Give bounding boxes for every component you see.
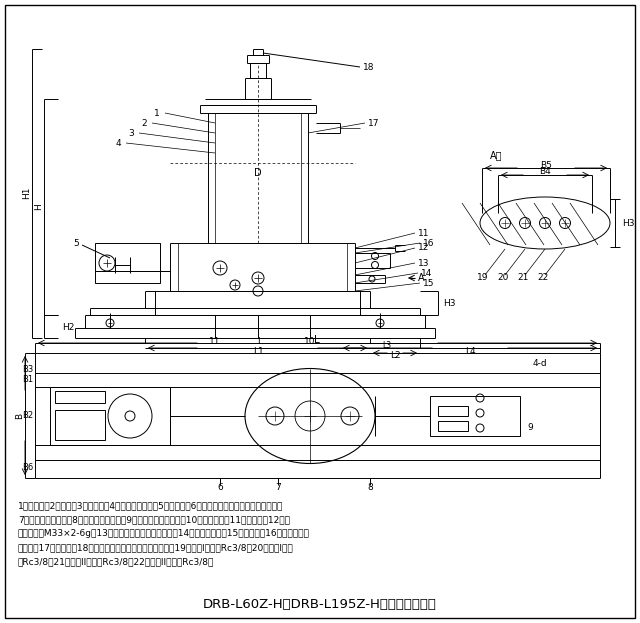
Text: 7、贯油器低位开关；8、贯油器高位开关；9、电磁换向限位开关；10、放油螺塕；11、油位计；12、润: 7、贯油器低位开关；8、贯油器高位开关；9、电磁换向限位开关；10、放油螺塕；1…	[18, 515, 290, 524]
Text: H2: H2	[62, 323, 74, 331]
Text: L3: L3	[383, 341, 392, 350]
Bar	[430, 396, 520, 436]
Text: L1: L1	[253, 346, 264, 356]
Text: H3: H3	[622, 219, 634, 227]
Text: 10: 10	[304, 336, 316, 346]
Text: 5: 5	[73, 239, 79, 247]
Text: 15: 15	[423, 278, 435, 287]
Text: 3: 3	[128, 128, 134, 138]
Text: 16: 16	[423, 239, 435, 247]
Text: B2: B2	[22, 412, 33, 421]
Text: B6: B6	[22, 462, 33, 472]
Text: 12: 12	[418, 244, 429, 252]
Text: 4-d: 4-d	[532, 358, 547, 368]
Bar	[95, 243, 160, 283]
Text: 1、贯油器；2、泵体；3、排气塞；4、润滑油注入口；5、接线盒；6、排气阀（贯油器活塞下部空气）；: 1、贯油器；2、泵体；3、排气塞；4、润滑油注入口；5、接线盒；6、排气阀（贯油…	[18, 501, 284, 510]
Text: 18: 18	[363, 64, 374, 72]
Bar	[438, 406, 468, 416]
Text: 9: 9	[527, 424, 533, 432]
Text: 1: 1	[154, 108, 160, 118]
Text: 4: 4	[115, 138, 121, 148]
Text: H3: H3	[443, 298, 456, 308]
Text: B5: B5	[540, 161, 552, 169]
Text: 13: 13	[418, 259, 429, 267]
Text: 口Rc3/8；21、管路II回油口Rc3/8；22、管路II出油口Rc3/8。: 口Rc3/8；21、管路II回油口Rc3/8；22、管路II出油口Rc3/8。	[18, 557, 214, 566]
Text: L4: L4	[465, 346, 476, 356]
Bar	[50, 387, 170, 445]
Text: 滑脂补给口M33×2-6g；13、电磁换向阀压力调节螺栓；14、电磁换向阀；15、安全阀；16、排气阀｛出: 滑脂补给口M33×2-6g；13、电磁换向阀压力调节螺栓；14、电磁换向阀；15…	[18, 529, 310, 538]
Text: B4: B4	[539, 168, 551, 176]
Text: L: L	[314, 335, 320, 345]
Text: 11: 11	[418, 229, 429, 237]
Text: 11: 11	[209, 336, 221, 346]
Text: L2: L2	[390, 351, 400, 361]
Text: 14: 14	[421, 269, 433, 277]
Text: 22: 22	[538, 273, 548, 282]
Text: H1: H1	[22, 187, 31, 199]
Text: 8: 8	[367, 483, 373, 493]
Bar	[438, 421, 468, 431]
Text: 20: 20	[497, 273, 509, 282]
Text: 17: 17	[368, 118, 380, 128]
Text: B: B	[15, 413, 24, 419]
Text: B1: B1	[22, 376, 33, 384]
Bar	[55, 410, 105, 440]
Text: D: D	[254, 168, 262, 178]
Text: 2: 2	[141, 118, 147, 128]
Text: DRB-L60Z-H、DRB-L195Z-H型电动泵外形图: DRB-L60Z-H、DRB-L195Z-H型电动泵外形图	[203, 599, 437, 612]
Bar	[55, 391, 105, 403]
Text: 6: 6	[217, 483, 223, 493]
Text: 19: 19	[477, 273, 489, 282]
Text: 油口｝；17、压力表；18、排气阀（贯油器活塞上部空气）；19、管路I出油口Rc3/8；20、管路I回油: 油口｝；17、压力表；18、排气阀（贯油器活塞上部空气）；19、管路I出油口Rc…	[18, 543, 294, 552]
Text: A向: A向	[490, 150, 502, 160]
Text: 7: 7	[275, 483, 281, 493]
Text: I: I	[257, 336, 259, 346]
Text: H: H	[35, 204, 44, 211]
Text: A: A	[418, 273, 424, 283]
Text: B3: B3	[22, 364, 33, 374]
Text: 21: 21	[517, 273, 529, 282]
